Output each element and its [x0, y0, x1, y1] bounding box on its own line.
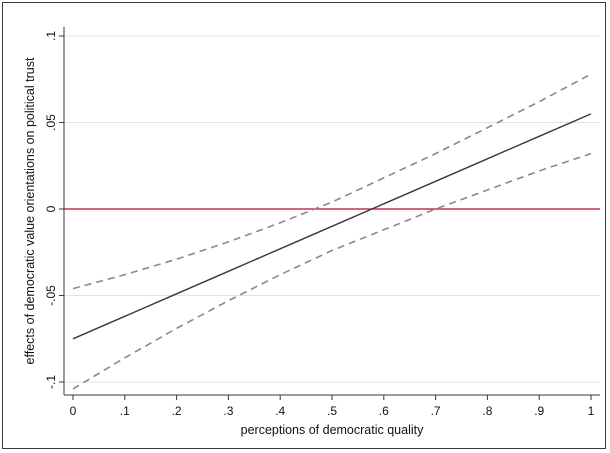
x-tick-label: .7: [431, 404, 441, 418]
axes: [63, 27, 600, 396]
x-tick-label: .3: [223, 404, 233, 418]
x-tick-label: .4: [275, 404, 285, 418]
y-tick-label: -.05: [44, 285, 58, 306]
series-group: [72, 73, 592, 390]
estimate-line: [72, 113, 592, 340]
x-tick-label: .6: [379, 404, 389, 418]
x-tick-label: .1: [120, 404, 130, 418]
y-tick-label: -.1: [44, 375, 58, 389]
chart-frame: [2, 2, 606, 449]
y-axis-ticks: -.1 -.05 0 .05 .1: [44, 31, 64, 389]
x-axis-title: perceptions of democratic quality: [241, 423, 424, 437]
x-tick-label: .5: [327, 404, 337, 418]
confidence-bound-line-2: [72, 152, 592, 390]
y-tick-label: .05: [44, 114, 58, 131]
x-tick-label: .8: [482, 404, 492, 418]
confidence-bound-line-1: [72, 73, 592, 290]
x-tick-label: 0: [70, 404, 77, 418]
x-tick-label: .9: [534, 404, 544, 418]
x-axis-ticks: 0 .1 .2 .3 .4 .5 .6 .7 .8 .9 1: [70, 395, 595, 418]
y-tick-label: .1: [44, 31, 58, 41]
x-tick-label: 1: [588, 404, 595, 418]
y-tick-label: 0: [44, 205, 58, 212]
x-tick-label: .2: [172, 404, 182, 418]
y-axis-title: effects of democratic value orientations…: [23, 57, 37, 364]
